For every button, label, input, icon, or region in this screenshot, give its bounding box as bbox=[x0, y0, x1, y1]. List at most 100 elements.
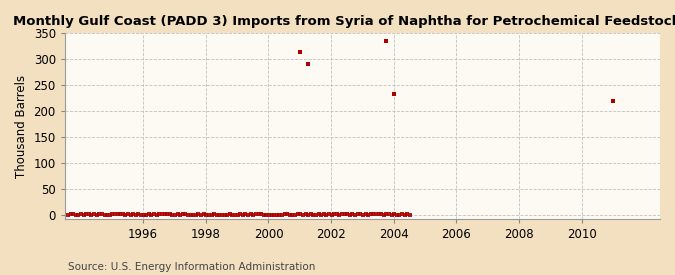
Point bbox=[123, 212, 134, 216]
Point bbox=[243, 213, 254, 218]
Point bbox=[190, 213, 201, 217]
Point bbox=[133, 212, 144, 216]
Point bbox=[261, 213, 272, 217]
Point bbox=[245, 212, 256, 216]
Point bbox=[313, 212, 324, 217]
Point bbox=[107, 212, 117, 216]
Point bbox=[337, 212, 348, 217]
Point bbox=[102, 213, 113, 218]
Point bbox=[169, 213, 180, 217]
Point bbox=[112, 212, 123, 216]
Point bbox=[227, 213, 238, 217]
Point bbox=[224, 212, 235, 216]
Point bbox=[263, 213, 274, 217]
Point bbox=[219, 213, 230, 217]
Point bbox=[376, 212, 387, 216]
Point bbox=[392, 213, 402, 218]
Point bbox=[86, 213, 97, 217]
Point bbox=[344, 213, 355, 217]
Point bbox=[70, 212, 81, 217]
Point bbox=[175, 213, 186, 218]
Point bbox=[214, 212, 225, 217]
Point bbox=[138, 213, 149, 217]
Point bbox=[381, 39, 392, 43]
Point bbox=[146, 213, 157, 217]
Point bbox=[373, 212, 384, 216]
Point bbox=[302, 213, 313, 217]
Point bbox=[388, 92, 399, 97]
Point bbox=[331, 212, 342, 216]
Point bbox=[180, 212, 191, 216]
Title: Monthly Gulf Coast (PADD 3) Imports from Syria of Naphtha for Petrochemical Feed: Monthly Gulf Coast (PADD 3) Imports from… bbox=[13, 15, 675, 28]
Point bbox=[151, 213, 162, 218]
Point bbox=[290, 213, 300, 218]
Y-axis label: Thousand Barrels: Thousand Barrels bbox=[15, 75, 28, 178]
Point bbox=[326, 213, 337, 217]
Point bbox=[400, 213, 410, 217]
Point bbox=[157, 212, 167, 217]
Point bbox=[389, 212, 400, 217]
Point bbox=[68, 212, 78, 217]
Point bbox=[120, 213, 131, 217]
Point bbox=[321, 213, 332, 218]
Point bbox=[84, 212, 95, 216]
Point bbox=[141, 213, 152, 217]
Point bbox=[209, 212, 219, 216]
Point bbox=[360, 212, 371, 216]
Point bbox=[232, 213, 243, 217]
Point bbox=[240, 212, 251, 216]
Point bbox=[222, 213, 233, 217]
Point bbox=[259, 213, 269, 218]
Point bbox=[211, 213, 222, 217]
Text: Source: U.S. Energy Information Administration: Source: U.S. Energy Information Administ… bbox=[68, 262, 315, 272]
Point bbox=[274, 213, 285, 217]
Point bbox=[73, 213, 84, 217]
Point bbox=[287, 212, 298, 217]
Point bbox=[256, 212, 267, 216]
Point bbox=[201, 213, 212, 218]
Point bbox=[105, 213, 115, 218]
Point bbox=[88, 212, 99, 216]
Point bbox=[81, 212, 92, 216]
Point bbox=[198, 212, 209, 216]
Point bbox=[608, 98, 618, 103]
Point bbox=[178, 212, 188, 216]
Point bbox=[397, 212, 408, 216]
Point bbox=[295, 212, 306, 216]
Point bbox=[162, 212, 173, 216]
Point bbox=[371, 212, 381, 216]
Point bbox=[402, 212, 412, 217]
Point bbox=[165, 212, 176, 216]
Point bbox=[302, 62, 313, 67]
Point bbox=[154, 212, 165, 217]
Point bbox=[78, 213, 89, 217]
Point bbox=[277, 213, 288, 218]
Point bbox=[294, 50, 305, 55]
Point bbox=[404, 213, 415, 217]
Point bbox=[282, 212, 293, 217]
Point bbox=[355, 212, 366, 216]
Point bbox=[250, 212, 261, 216]
Point bbox=[185, 213, 196, 217]
Point bbox=[136, 212, 146, 217]
Point bbox=[358, 213, 369, 217]
Point bbox=[383, 212, 394, 216]
Point bbox=[126, 213, 136, 217]
Point bbox=[300, 212, 311, 216]
Point bbox=[279, 212, 290, 216]
Point bbox=[316, 213, 327, 218]
Point bbox=[65, 212, 76, 216]
Point bbox=[298, 213, 308, 217]
Point bbox=[206, 213, 217, 217]
Point bbox=[94, 212, 105, 217]
Point bbox=[352, 212, 363, 216]
Point bbox=[350, 213, 360, 217]
Point bbox=[128, 212, 138, 216]
Point bbox=[269, 213, 279, 217]
Point bbox=[144, 212, 155, 216]
Point bbox=[217, 213, 227, 217]
Point bbox=[148, 212, 159, 217]
Point bbox=[394, 213, 405, 217]
Point bbox=[248, 212, 259, 217]
Point bbox=[284, 213, 295, 217]
